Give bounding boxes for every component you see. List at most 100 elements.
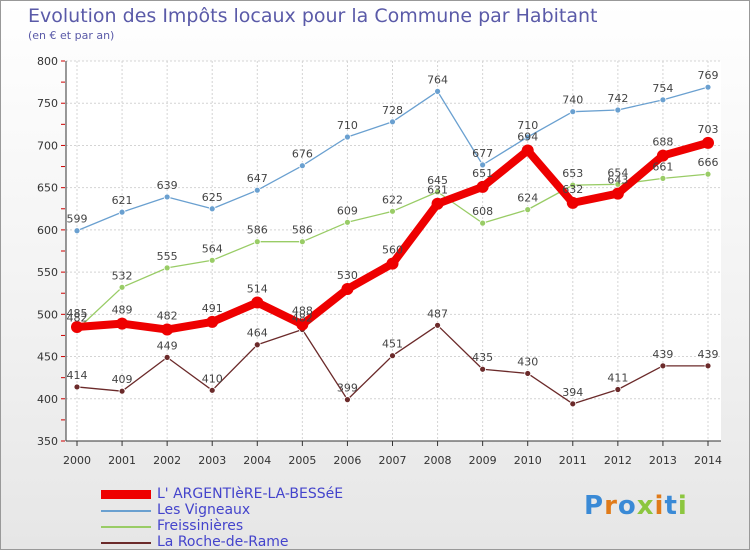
data-point [704,170,712,178]
data-label: 764 [427,73,448,86]
data-point [479,365,487,373]
data-point [298,162,306,170]
proxiti-logo: Proxiti [584,491,688,521]
y-tick-label: 800 [37,55,58,68]
data-label: 514 [247,283,268,296]
data-point [479,219,487,227]
data-point [208,386,216,394]
data-label: 677 [472,147,493,160]
data-label: 645 [427,174,448,187]
legend-label: La Roche-de-Rame [157,534,289,550]
data-label: 399 [337,382,358,395]
data-point [208,205,216,213]
y-tick-label: 350 [37,435,58,448]
data-label: 394 [562,386,583,399]
y-tick-label: 400 [37,393,58,406]
data-point [73,227,81,235]
data-point [569,181,577,189]
data-label: 586 [247,224,268,237]
data-label: 622 [382,193,403,206]
legend-swatch [101,510,151,512]
legend-swatch [101,542,151,544]
data-point [251,296,264,309]
data-label: 703 [698,123,719,136]
x-tick-label: 2011 [559,454,587,467]
data-point [476,180,489,193]
x-tick-label: 2014 [694,454,722,467]
data-point [253,186,261,194]
data-label: 451 [382,338,403,351]
data-label: 769 [698,69,719,82]
data-point [702,136,714,149]
data-point [569,108,577,116]
legend-label: Freissinières [157,518,244,534]
data-point [479,161,487,169]
data-label: 694 [517,131,538,144]
data-label: 651 [472,167,493,180]
data-label: 624 [517,192,538,205]
data-label: 530 [337,269,358,282]
data-point [659,96,667,104]
data-point [431,197,444,210]
legend-label: Les Vigneaux [157,502,251,518]
data-point [163,264,171,272]
data-point [704,83,712,91]
data-point [296,318,309,331]
x-tick-label: 2005 [288,454,316,467]
data-point [569,400,577,408]
data-label: 532 [112,269,133,282]
data-point [611,187,624,200]
data-label: 653 [562,167,583,180]
y-tick-label: 500 [37,308,58,321]
data-point [344,218,351,226]
data-point [118,387,126,395]
data-point [163,193,171,201]
data-point [71,321,83,333]
data-label: 482 [292,312,313,325]
data-label: 621 [112,194,133,207]
chart-subtitle: (en € et par an) [28,29,115,42]
x-tick-label: 2009 [469,454,497,467]
data-label: 410 [202,372,223,385]
data-label: 487 [427,307,448,320]
data-label: 560 [382,244,403,257]
data-label: 482 [67,312,88,325]
data-label: 647 [247,172,268,185]
legend-label: L' ARGENTIèRE-LA-BESSéE [157,486,344,502]
logo-letter: o [617,491,637,521]
data-label: 754 [652,82,673,95]
data-label: 439 [652,348,673,361]
data-label: 586 [292,224,313,237]
data-label: 439 [698,348,719,361]
data-label: 464 [247,327,268,340]
data-point [614,386,622,393]
x-tick-label: 2001 [108,454,136,467]
data-label: 488 [292,304,313,317]
data-label: 688 [652,136,673,149]
x-tick-label: 2004 [243,454,271,467]
data-point [524,133,532,141]
data-point [434,88,441,95]
y-tick-label: 450 [37,351,58,364]
data-point [659,174,667,182]
data-point [389,207,396,215]
data-point [163,353,171,361]
data-point [434,188,441,196]
data-label: 625 [202,191,223,204]
y-tick-label: 650 [37,182,58,195]
data-point [521,144,534,157]
data-point [659,362,667,370]
data-point [118,283,126,291]
logo-letter: t [664,491,678,521]
x-tick-label: 2010 [514,454,542,467]
data-label: 609 [337,204,358,217]
data-label: 728 [382,104,403,117]
data-point [386,257,399,270]
data-label: 482 [157,310,178,323]
data-label: 666 [698,156,719,169]
y-tick-label: 700 [37,139,58,152]
data-point [389,118,396,126]
data-label: 414 [67,369,88,382]
chart-title: Evolution des Impôts locaux pour la Comm… [28,5,598,27]
data-label: 710 [517,119,538,132]
